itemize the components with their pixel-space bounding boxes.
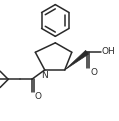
Text: O: O [90, 68, 97, 77]
Text: OH: OH [102, 47, 116, 56]
Text: O: O [34, 92, 41, 101]
Polygon shape [65, 50, 89, 70]
Text: N: N [41, 71, 47, 80]
